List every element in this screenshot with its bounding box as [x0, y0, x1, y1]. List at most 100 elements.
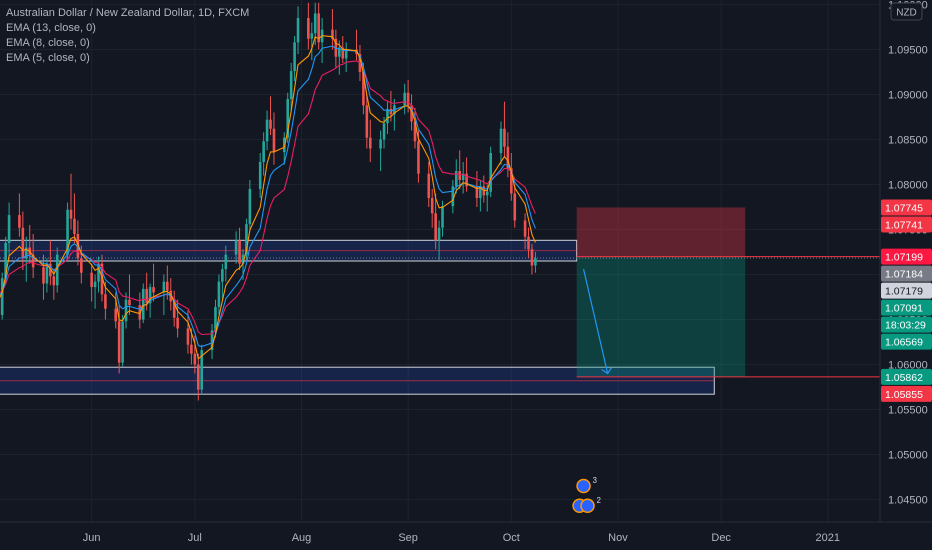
candle [341, 47, 345, 59]
time-tick-label: Aug [292, 532, 312, 544]
candle [523, 220, 527, 237]
time-tick-label: Sep [398, 532, 418, 544]
candle [31, 254, 35, 268]
price-label-tag [881, 248, 932, 265]
candle [162, 281, 166, 293]
candle [417, 141, 420, 174]
price-tick-label: 1.08000 [888, 180, 928, 192]
candle [461, 173, 465, 180]
candle [344, 49, 348, 59]
candle [4, 243, 7, 279]
candle [221, 269, 224, 282]
candle [248, 189, 252, 225]
price-label-text: 18:03:29 [885, 320, 926, 332]
price-label-tag [881, 282, 932, 299]
price-label-text: 1.07091 [885, 303, 923, 315]
candle [406, 92, 410, 106]
candle [66, 209, 69, 255]
candle [503, 128, 506, 147]
candle [262, 141, 265, 162]
candle [427, 173, 431, 198]
ema-13-line [0, 60, 536, 336]
price-tick-label: 1.09000 [888, 90, 928, 102]
candle [214, 306, 217, 331]
candle [200, 350, 204, 390]
price-tick-label: 1.05500 [888, 405, 928, 417]
price-label-text: 1.07184 [885, 269, 923, 281]
chart-title[interactable]: Australian Dollar / New Zealand Dollar, … [6, 7, 250, 19]
candle [272, 128, 276, 153]
event-count-label: 3 [593, 476, 598, 485]
candle [90, 272, 93, 288]
candle [410, 105, 413, 122]
price-label-tag [881, 333, 932, 350]
candle [513, 193, 517, 221]
price-label-text: 1.06569 [885, 337, 923, 349]
candle [413, 121, 417, 142]
candle [286, 99, 290, 138]
candle [172, 301, 176, 318]
projection-arrow [582, 268, 609, 374]
candle [313, 13, 317, 34]
candle [7, 215, 11, 243]
candle [499, 128, 503, 153]
candle [245, 224, 248, 255]
time-tick-label: Jun [83, 532, 101, 544]
candle [114, 308, 118, 322]
candle [437, 227, 441, 241]
candle [334, 38, 338, 57]
currency-button [890, 2, 923, 21]
candle [389, 108, 393, 115]
time-tick-label: Oct [503, 532, 520, 544]
price-label-tag [881, 368, 932, 385]
candle [97, 263, 100, 282]
candle [80, 258, 83, 273]
candle [289, 71, 293, 99]
time-tick-label: Nov [608, 532, 628, 544]
candle [42, 267, 45, 284]
candle [193, 353, 197, 365]
candle [307, 18, 310, 39]
candle [69, 209, 73, 219]
candle [530, 249, 534, 266]
time-tick-label: 2021 [816, 532, 840, 544]
time-axis-background [0, 522, 932, 550]
chart-legend: Australian Dollar / New Zealand Dollar, … [6, 6, 249, 66]
price-label-tag [881, 199, 932, 216]
indicator-ema-8[interactable]: EMA (8, close, 0) [6, 37, 90, 49]
candle [451, 186, 455, 207]
candle [148, 287, 152, 304]
time-tick-label: Dec [711, 532, 731, 544]
price-label-text: 1.07745 [885, 202, 923, 214]
price-label-text: 1.07741 [885, 219, 923, 231]
candle [310, 33, 314, 39]
candle [458, 171, 462, 180]
price-label-tag [881, 299, 932, 316]
candle [489, 153, 492, 192]
indicator-ema-5[interactable]: EMA (5, close, 0) [6, 52, 90, 64]
candle [176, 317, 179, 329]
candle [368, 137, 372, 149]
candle [128, 299, 131, 306]
candle [382, 123, 386, 140]
candle [196, 364, 200, 390]
indicator-ema-13[interactable]: EMA (13, close, 0) [6, 22, 96, 34]
candle [186, 328, 190, 345]
candle [55, 254, 59, 286]
ema-8-line [0, 45, 536, 348]
candle [269, 119, 272, 129]
price-tick-label: 1.06000 [888, 360, 928, 372]
price-label-tag [881, 216, 932, 233]
candle [93, 281, 97, 288]
candle [166, 281, 169, 291]
candle [475, 186, 479, 198]
candle [485, 191, 489, 196]
candle [145, 288, 148, 304]
candle [152, 287, 155, 293]
candle [454, 171, 458, 187]
price-label-text: 1.05862 [885, 372, 923, 384]
candle [362, 72, 365, 106]
candle [365, 105, 369, 138]
candle [52, 276, 56, 286]
